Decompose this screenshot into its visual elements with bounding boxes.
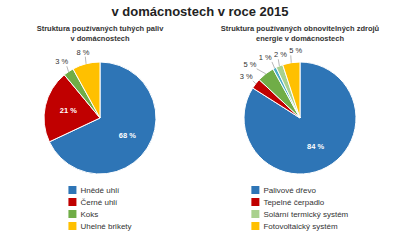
legend: Palivové dřevo Tepelné čerpadlo Solární te… (251, 186, 348, 231)
data-label: 3 % (240, 72, 253, 81)
legend-label: Koks (80, 210, 98, 219)
legend-label: Fotovoltaický systém (263, 222, 338, 231)
chart-title: Struktura používaných obnovitelných zdro… (221, 24, 380, 43)
leader-line (290, 55, 291, 62)
slices (44, 62, 156, 174)
data-label: 5 % (244, 60, 257, 69)
leader-line (85, 57, 87, 64)
chart-svg: v domácnostech v roce 2015 Struktura použ… (0, 0, 400, 250)
data-label: 68 % (119, 131, 136, 140)
legend-label: Solární termický systém (263, 210, 348, 219)
data-labels: 68 % 21 % 3 % 8 % (55, 48, 136, 140)
pie-chart: Struktura používaných obnovitelných zdro… (221, 24, 380, 231)
legend-label: Palivové dřevo (263, 186, 316, 195)
legend-swatch (68, 222, 76, 230)
leader-line (272, 62, 275, 68)
chart-container: v domácnostech v roce 2015 Struktura použ… (0, 0, 400, 250)
legend-swatch (251, 222, 259, 230)
legend-swatch (251, 186, 259, 194)
legend-label: Tepelné čerpadlo (263, 198, 324, 207)
legend-swatch (68, 186, 76, 194)
legend-swatch (251, 198, 259, 206)
pie-chart: Struktura používaných tuhých palivv domá… (37, 24, 165, 231)
legend-swatch (68, 210, 76, 218)
data-label: 2 % (274, 50, 287, 59)
leader-line (67, 66, 69, 71)
legend-label: Černé uhlí (80, 198, 118, 207)
legend-swatch (68, 198, 76, 206)
chart-title-line: Struktura používaných tuhých paliv (37, 24, 165, 33)
data-label: 1 % (259, 53, 272, 62)
data-label: 3 % (55, 57, 68, 66)
leader-line (257, 69, 266, 74)
legend-label: Hnědé uhlí (80, 186, 119, 195)
pie-slice (283, 62, 300, 118)
legend-label: Uhelné brikety (80, 222, 131, 231)
chart-title-line: energie v domácnostech (256, 34, 344, 43)
pie-slice (73, 62, 100, 118)
slices (244, 62, 356, 174)
data-labels: 84 %3 %5 %1 %2 %5 % (240, 46, 325, 151)
legend: Hnědé uhlí Černé uhlí Koks Uhelné brikety (68, 186, 131, 231)
chart-title-line: Struktura používaných obnovitelných zdro… (221, 24, 380, 33)
data-label: 5 % (289, 46, 302, 55)
chart-title: Struktura používaných tuhých palivv domá… (37, 24, 165, 43)
figure-title: v domácnostech v roce 2015 (111, 4, 288, 19)
data-label: 8 % (77, 48, 90, 57)
chart-title-line: v domácnostech (70, 34, 130, 43)
leader-line (278, 59, 279, 66)
pie-slice (244, 62, 356, 174)
leader-line (253, 81, 256, 84)
legend-swatch (251, 210, 259, 218)
data-label: 21 % (60, 106, 77, 115)
data-label: 84 % (307, 142, 324, 151)
